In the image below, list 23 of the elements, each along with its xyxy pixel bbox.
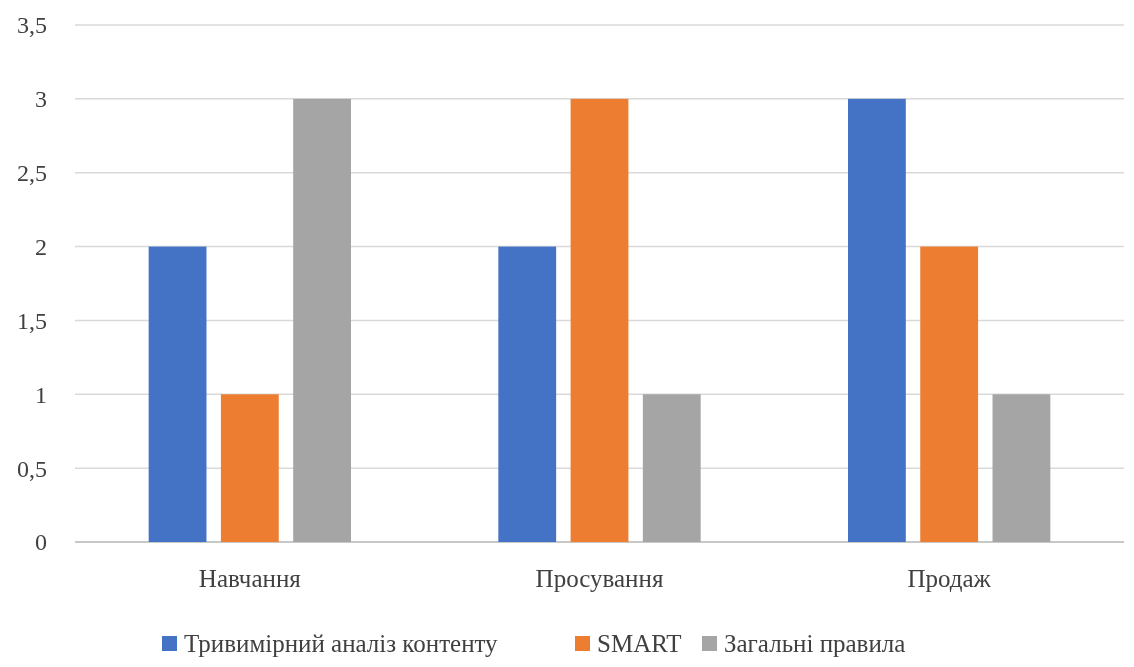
x-tick-label: Продаж bbox=[907, 565, 992, 592]
bar bbox=[293, 98, 351, 542]
bar bbox=[992, 394, 1051, 542]
bar bbox=[920, 246, 979, 542]
legend-label: Тривимірний аналіз контенту bbox=[184, 630, 499, 657]
bar bbox=[642, 394, 701, 542]
y-tick-label: 2,5 bbox=[17, 160, 47, 187]
bar bbox=[570, 98, 629, 542]
bar bbox=[848, 98, 906, 542]
y-tick-label: 2 bbox=[35, 233, 47, 260]
y-tick-label: 0 bbox=[35, 529, 47, 556]
y-tick-label: 1,5 bbox=[17, 307, 47, 334]
y-tick-label: 0,5 bbox=[17, 455, 47, 482]
legend-label: SMART bbox=[597, 630, 682, 657]
bar bbox=[498, 246, 557, 542]
bar bbox=[148, 246, 207, 542]
y-tick-label: 1 bbox=[35, 381, 47, 408]
y-tick-label: 3 bbox=[35, 86, 47, 113]
x-tick-label: Навчання bbox=[198, 565, 302, 592]
legend-label: Загальні правила bbox=[724, 630, 906, 657]
x-tick-label: Просування bbox=[535, 565, 664, 592]
bar bbox=[220, 394, 279, 542]
y-tick-label: 3,5 bbox=[17, 12, 47, 39]
